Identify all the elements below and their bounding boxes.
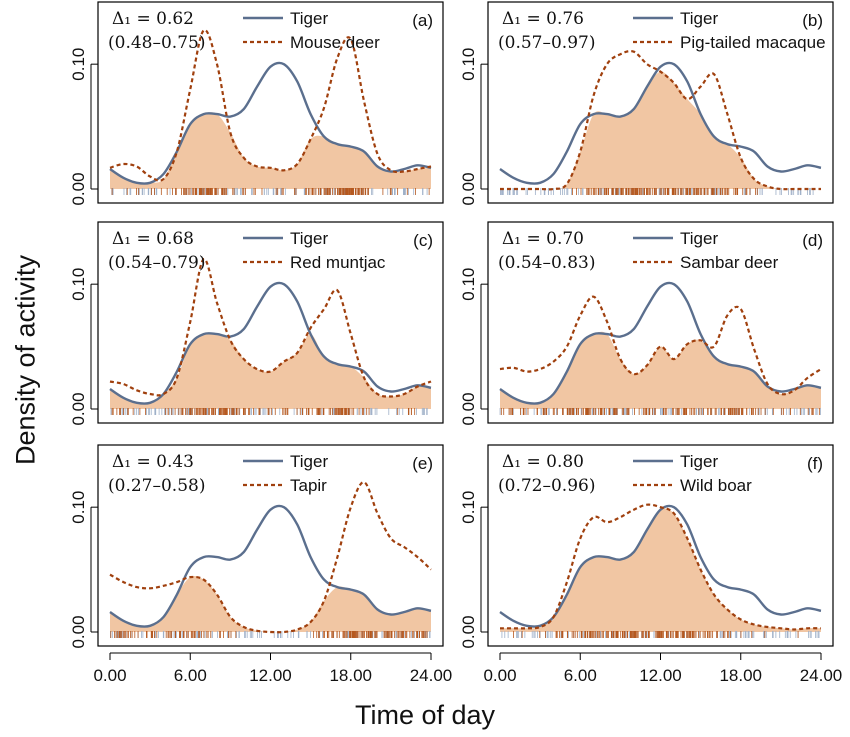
- series-line-red-muntjac: [109, 258, 432, 398]
- panel-f: 0.00 0.10 0.00 6.00 12.00 18.00 24.00 Δ₁ = 0.80…: [459, 444, 843, 685]
- confidence-interval: (0.48–0.75): [108, 33, 205, 53]
- y-tick-label: 0.10: [69, 491, 88, 524]
- overlap-area: [110, 112, 431, 189]
- series-line-tiger: [499, 281, 822, 405]
- y-tick-label: 0.00: [459, 392, 478, 425]
- overlap-area: [500, 508, 821, 632]
- overlap-area: [110, 333, 431, 409]
- x-tick-label: 12.00: [249, 666, 292, 685]
- y-tick-label: 0.00: [459, 172, 478, 205]
- y-tick-label: 0.00: [459, 615, 478, 648]
- legend-label-tiger: Tiger: [290, 9, 328, 28]
- panel-frame: [97, 444, 444, 647]
- x-tick-label: 6.00: [174, 666, 207, 685]
- legend-label-prey: Mouse deer: [290, 33, 380, 52]
- overlap-coefficient: Δ₁ = 0.68: [112, 229, 194, 249]
- x-tick-label: 0.00: [483, 666, 516, 685]
- series-line-tiger: [109, 61, 432, 185]
- rug-marks: [501, 631, 820, 638]
- overlap-area: [500, 331, 821, 409]
- panel-letter: (f): [807, 454, 823, 473]
- panel-frame: [97, 221, 444, 424]
- overlap-coefficient: Δ₁ = 0.80: [502, 452, 584, 472]
- legend-label-prey: Red muntjac: [290, 253, 386, 272]
- panel-b: 0.00 0.10 Δ₁ = 0.76 (0.57–0.97) Tiger Pig-tai…: [459, 1, 834, 206]
- y-tick-label: 0.00: [69, 615, 88, 648]
- overlap-coefficient: Δ₁ = 0.62: [112, 9, 194, 29]
- series-line-mouse-deer: [109, 28, 432, 182]
- panel-c: 0.00 0.10 Δ₁ = 0.68 (0.54–0.79) Tiger Red mun…: [69, 221, 444, 426]
- overlap-coefficient: Δ₁ = 0.43: [112, 452, 194, 472]
- panel-a: 0.00 0.10 Δ₁ = 0.62 (0.48–0.75) Tiger Mouse d…: [69, 1, 444, 206]
- legend-label-prey: Sambar deer: [680, 253, 779, 272]
- y-tick-label: 0.10: [459, 268, 478, 301]
- legend-label-prey: Tapir: [290, 476, 327, 495]
- series-line-wild-boar: [499, 503, 822, 631]
- x-tick-label: 18.00: [329, 666, 372, 685]
- panel-e: 0.00 0.10 0.00 6.00 12.00 18.00 24.00 Δ₁ = 0.43…: [69, 444, 453, 685]
- x-axis-title: Time of day: [354, 700, 496, 730]
- legend-label-prey: Pig-tailed macaque: [680, 33, 826, 52]
- legend-label-prey: Wild boar: [680, 476, 752, 495]
- legend-label-tiger: Tiger: [290, 229, 328, 248]
- x-tick-label: 24.00: [800, 666, 843, 685]
- x-tick-label: 12.00: [639, 666, 682, 685]
- series-line-tiger: [109, 281, 432, 405]
- panel-frame: [487, 1, 834, 204]
- rug-marks: [499, 408, 821, 415]
- x-tick-label: 6.00: [564, 666, 597, 685]
- confidence-interval: (0.57–0.97): [498, 33, 595, 53]
- rug-marks: [110, 408, 428, 415]
- legend-label-tiger: Tiger: [290, 452, 328, 471]
- panel-frame: [487, 221, 834, 424]
- y-tick-label: 0.10: [459, 48, 478, 81]
- confidence-interval: (0.54–0.83): [498, 253, 595, 273]
- overlap-area: [110, 575, 431, 633]
- y-tick-label: 0.10: [69, 48, 88, 81]
- x-tick-label: 24.00: [410, 666, 453, 685]
- overlap-area: [500, 71, 821, 190]
- legend-label-tiger: Tiger: [680, 229, 718, 248]
- y-tick-label: 0.10: [69, 268, 88, 301]
- legend-label-tiger: Tiger: [680, 452, 718, 471]
- x-tick-label: 0.00: [93, 666, 126, 685]
- panel-letter: (a): [412, 11, 433, 30]
- panel-letter: (c): [413, 231, 433, 250]
- confidence-interval: (0.72–0.96): [498, 476, 595, 496]
- y-tick-label: 0.00: [69, 392, 88, 425]
- series-line-tapir: [109, 481, 432, 634]
- legend-label-tiger: Tiger: [680, 9, 718, 28]
- rug-marks: [111, 188, 430, 195]
- series-line-pig-tailed-macaque: [499, 49, 821, 191]
- y-tick-label: 0.00: [69, 172, 88, 205]
- series-line-sambar-deer: [499, 295, 822, 396]
- series-line-tiger: [499, 61, 822, 185]
- rug-marks: [110, 631, 431, 638]
- confidence-interval: (0.54–0.79): [108, 253, 205, 273]
- x-tick-label: 18.00: [719, 666, 762, 685]
- panel-letter: (e): [412, 454, 433, 473]
- panel-frame: [97, 1, 444, 204]
- panel-letter: (b): [802, 11, 823, 30]
- confidence-interval: (0.27–0.58): [108, 476, 205, 496]
- panel-frame: [487, 444, 834, 647]
- overlap-coefficient: Δ₁ = 0.76: [502, 9, 584, 29]
- panel-d: 0.00 0.10 Δ₁ = 0.70 (0.54–0.83) Tiger Sambar …: [459, 221, 834, 426]
- y-tick-label: 0.10: [459, 491, 478, 524]
- series-line-tiger: [109, 504, 432, 628]
- overlap-coefficient: Δ₁ = 0.70: [502, 229, 584, 249]
- y-axis-title-text: Density of activity: [10, 254, 41, 466]
- panel-letter: (d): [802, 231, 823, 250]
